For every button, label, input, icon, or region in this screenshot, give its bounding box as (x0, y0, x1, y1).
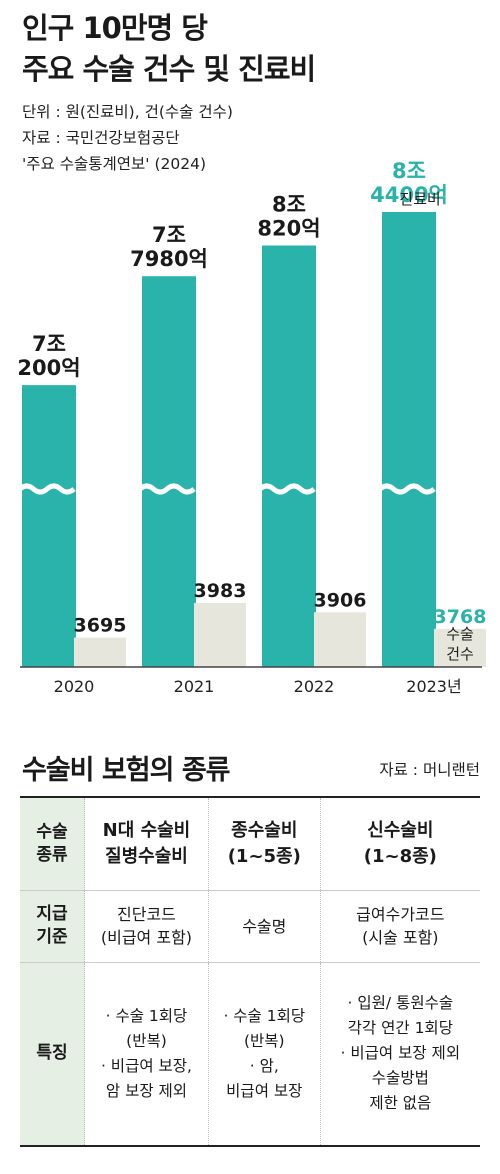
column-header: 종수술비 (1~5종) (207, 796, 321, 890)
cost-value-label: 8조 (272, 193, 306, 217)
count-value-label: 3768 (434, 606, 487, 628)
table-cell: 급여수가코드 (시술 포함) (319, 889, 480, 962)
count-bar (434, 628, 486, 667)
cost-bar (382, 212, 436, 667)
cost-value-label: 820억 (257, 217, 320, 241)
x-tick-label: 2022 (294, 677, 335, 696)
source-publication: '주요 수술통계연보' (2024) (22, 155, 206, 173)
count-value-label: 3695 (74, 615, 127, 637)
table-cell: · 수술 1회당 (반복) · 암, 비급여 보장 (207, 961, 321, 1147)
x-tick-label: 2020 (54, 677, 95, 696)
cost-value-label: 7980억 (130, 247, 208, 271)
title-line-2: 주요 수술 건수 및 진료비 (22, 52, 316, 86)
count-value-label: 3906 (314, 589, 367, 611)
legend-count: 건수 (446, 645, 474, 663)
cost-value-label: 8조 (392, 159, 426, 183)
title-line-1: 인구 10만명 당 (22, 11, 208, 45)
table-cell: · 수술 1회당 (반복) · 비급여 보장, 암 보장 제외 (84, 961, 209, 1147)
cost-value-label: 7조 (152, 223, 186, 247)
row-header: 수술 종류 (20, 796, 85, 890)
cost-value-label: 7조 (32, 332, 66, 356)
count-bar (74, 637, 126, 667)
column-header: N대 수술비 질병수술비 (84, 796, 209, 890)
count-value-label: 3983 (194, 580, 247, 602)
cost-bar (22, 385, 76, 667)
axis-break-wave (258, 483, 316, 495)
unit-note: 단위 : 원(진료비), 건(수술 건수) (22, 103, 233, 121)
axis-break-wave (18, 483, 76, 495)
axis-break-wave (138, 483, 196, 495)
row-header: 특징 (20, 961, 85, 1147)
table-cell: 진단코드 (비급여 포함) (84, 889, 209, 962)
count-bar (314, 612, 366, 667)
row-header: 지급 기준 (20, 889, 85, 962)
page-title: 인구 10만명 당 주요 수술 건수 및 진료비 (22, 8, 316, 90)
legend-count: 수술 (446, 625, 474, 643)
cost-bar (142, 276, 196, 667)
table-row: 지급 기준 진단코드 (비급여 포함) 수술명 급여수가코드 (시술 포함) (20, 889, 480, 962)
x-tick-label: 2023년 (406, 677, 461, 696)
section-title: 수술비 보험의 종류 (22, 755, 231, 786)
count-bar (194, 603, 246, 667)
table-row: 수술 종류 N대 수술비 질병수술비 종수술비 (1~5종) 신수술비 (1~8… (20, 796, 480, 890)
source-note: 자료 : 국민건강보험공단 (22, 129, 180, 147)
x-tick-label: 2021 (174, 677, 215, 696)
cost-value-label: 200억 (17, 356, 80, 380)
legend-cost: 진료비 (399, 190, 440, 208)
table-cell: · 입원/ 통원수술 각각 연간 1회당 · 비급여 보장 제외 수술방법 제한… (319, 961, 480, 1147)
table-row: 특징 · 수술 1회당 (반복) · 비급여 보장, 암 보장 제외 · 수술 … (20, 961, 480, 1147)
axis-break-wave (378, 483, 436, 495)
insurance-table: 수술 종류 N대 수술비 질병수술비 종수술비 (1~5종) 신수술비 (1~8… (20, 796, 480, 1147)
cost-bar (262, 245, 316, 667)
cost-value-label: 4400억 (370, 183, 448, 207)
section-source: 자료 : 머니랜턴 (379, 761, 480, 779)
column-header: 신수술비 (1~8종) (319, 796, 480, 890)
table-cell: 수술명 (207, 889, 321, 962)
